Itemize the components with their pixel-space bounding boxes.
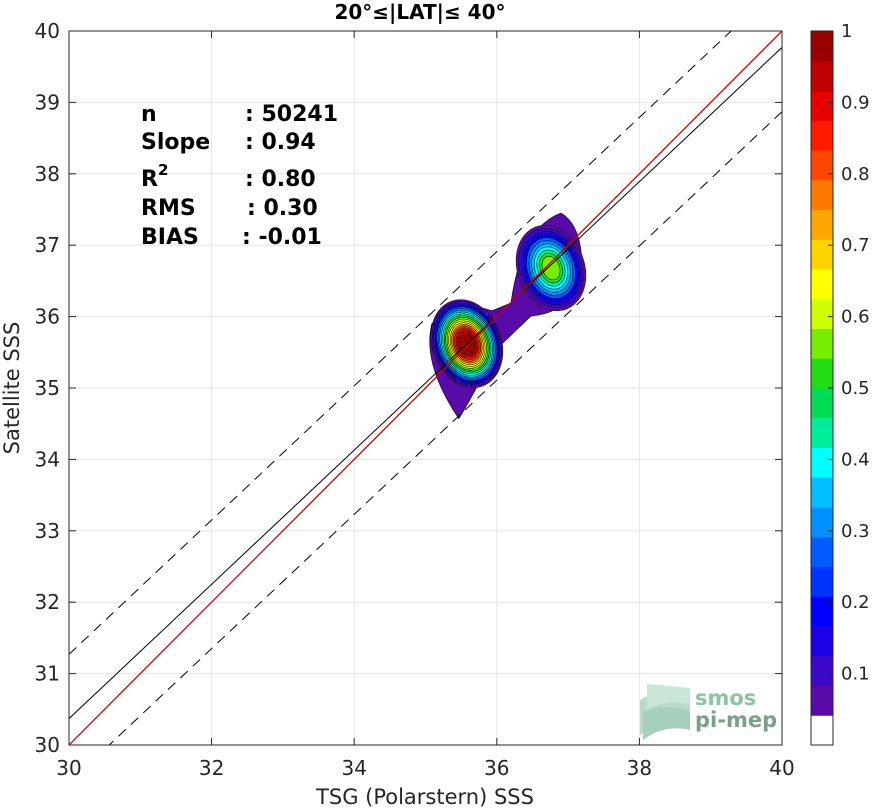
- stat-r2-value: : 0.80: [245, 167, 316, 192]
- axis-ticks: 30 32 34 36 38 40 30 31 32 33 34 35 36 37 38 39 40: [35, 19, 795, 780]
- y-tick-label: 36: [35, 305, 60, 329]
- x-tick-label: 38: [627, 756, 652, 780]
- colorbar-band: [811, 31, 833, 62]
- regression-line: [69, 47, 782, 719]
- colorbar-tick-label: 0.8: [841, 164, 870, 185]
- one-to-one-line: [69, 31, 782, 745]
- stat-n-value: : 50241: [245, 102, 338, 127]
- y-tick-label: 37: [35, 233, 60, 257]
- colorbar-tick-label: 0.5: [841, 378, 870, 399]
- colorbar-band: [811, 298, 833, 329]
- colorbar-tick-label: 0.6: [841, 307, 870, 328]
- colorbar-tick-label: 0.9: [841, 92, 870, 113]
- smos-pi-mep-logo: smos pi-mep: [640, 684, 777, 740]
- colorbar-band: [811, 685, 833, 716]
- logo-line-2: pi-mep: [695, 708, 777, 732]
- colorbar-band: [811, 388, 833, 419]
- stat-slope-label: Slope: [141, 130, 210, 155]
- y-axis-title: Satellite SSS: [0, 322, 24, 455]
- colorbar: 0.1 0.2 0.3 0.4 0.5 0.6 0.7 0.8 0.9 1: [810, 21, 870, 746]
- colorbar-band: [811, 596, 833, 627]
- colorbar-band: [811, 60, 833, 91]
- y-tick-label: 30: [35, 733, 60, 757]
- grid: [68, 30, 783, 746]
- colorbar-band: [811, 447, 833, 478]
- logo-line-1: smos: [695, 686, 756, 710]
- x-tick-label: 30: [56, 756, 81, 780]
- stat-rms-label: RMS: [141, 196, 196, 221]
- stats-box: n : 50241 Slope : 0.94 R2 : 0.80 RMS : 0…: [141, 102, 338, 250]
- y-tick-label: 39: [35, 90, 60, 114]
- colorbar-tick-label: 0.3: [841, 521, 870, 542]
- stat-rms-value: : 0.30: [247, 196, 318, 221]
- x-tick-label: 40: [769, 756, 794, 780]
- x-tick-label: 34: [341, 756, 366, 780]
- stat-n-label: n: [141, 102, 157, 127]
- y-tick-label: 38: [35, 162, 60, 186]
- colorbar-tick-label: 0.1: [841, 664, 870, 685]
- colorbar-band: [811, 150, 833, 181]
- stat-r2-label: R2: [141, 161, 168, 192]
- colorbar-band: [811, 477, 833, 508]
- x-axis-title: TSG (Polarstern) SSS: [315, 785, 534, 809]
- colorbar-band: [811, 655, 833, 686]
- colorbar-band: [811, 417, 833, 448]
- colorbar-tick-label: 1: [841, 21, 852, 42]
- colorbar-band: [811, 179, 833, 210]
- colorbar-band: [811, 566, 833, 597]
- colorbar-band: [811, 120, 833, 151]
- y-tick-label: 31: [35, 662, 60, 686]
- colorbar-band: [811, 269, 833, 300]
- colorbar-band: [811, 209, 833, 240]
- logo-icon: [640, 684, 690, 740]
- x-tick-label: 32: [199, 756, 224, 780]
- stat-bias-label: BIAS: [141, 225, 199, 250]
- colorbar-band: [811, 626, 833, 657]
- stat-slope-value: : 0.94: [245, 130, 316, 155]
- colorbar-band: [811, 239, 833, 270]
- y-tick-label: 35: [35, 376, 60, 400]
- colorbar-band: [811, 358, 833, 389]
- colorbar-tick-label: 0.2: [841, 592, 870, 613]
- reference-lines: [69, 31, 782, 745]
- colorbar-band: [811, 536, 833, 567]
- y-tick-label: 40: [35, 19, 60, 43]
- colorbar-band: [811, 328, 833, 359]
- stat-bias-value: : -0.01: [242, 225, 322, 250]
- colorbar-tick-label: 0.4: [841, 449, 870, 470]
- y-tick-label: 33: [35, 519, 60, 543]
- stat-r2-sup: 2: [158, 161, 168, 179]
- chart-title: 20°≤|LAT|≤ 40°: [334, 0, 505, 24]
- stat-r2-base: R: [141, 167, 158, 192]
- x-tick-label: 36: [484, 756, 509, 780]
- colorbar-band: [811, 507, 833, 538]
- colorbar-band: [811, 90, 833, 121]
- colorbar-tick-label: 0.7: [841, 235, 870, 256]
- colorbar-band: [811, 715, 833, 746]
- y-tick-label: 32: [35, 590, 60, 614]
- y-tick-label: 34: [35, 447, 60, 471]
